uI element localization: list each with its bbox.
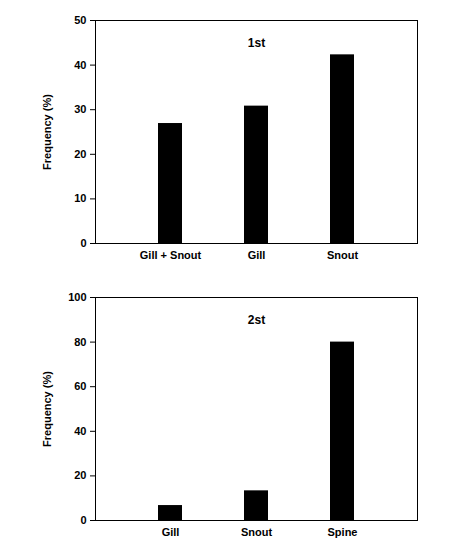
svg-text:Gill: Gill: [162, 526, 180, 538]
svg-text:20: 20: [74, 148, 86, 160]
svg-text:40: 40: [74, 59, 86, 71]
svg-text:80: 80: [74, 336, 86, 348]
svg-text:Spine: Spine: [328, 526, 358, 538]
svg-text:100: 100: [68, 291, 86, 303]
svg-text:1st: 1st: [248, 36, 265, 50]
svg-text:10: 10: [74, 192, 86, 204]
svg-text:Snout: Snout: [241, 526, 272, 538]
svg-text:Frequency (%): Frequency (%): [41, 94, 53, 170]
svg-text:2st: 2st: [248, 313, 265, 327]
svg-text:0: 0: [80, 237, 86, 249]
svg-text:Gill: Gill: [248, 249, 266, 261]
svg-text:20: 20: [74, 469, 86, 481]
svg-text:Gill + Snout: Gill + Snout: [140, 249, 202, 261]
svg-text:30: 30: [74, 103, 86, 115]
svg-text:40: 40: [74, 425, 86, 437]
svg-text:60: 60: [74, 380, 86, 392]
svg-text:0: 0: [80, 514, 86, 526]
svg-text:50: 50: [74, 14, 86, 26]
svg-text:Frequency (%): Frequency (%): [41, 371, 53, 447]
svg-text:Snout: Snout: [327, 249, 358, 261]
